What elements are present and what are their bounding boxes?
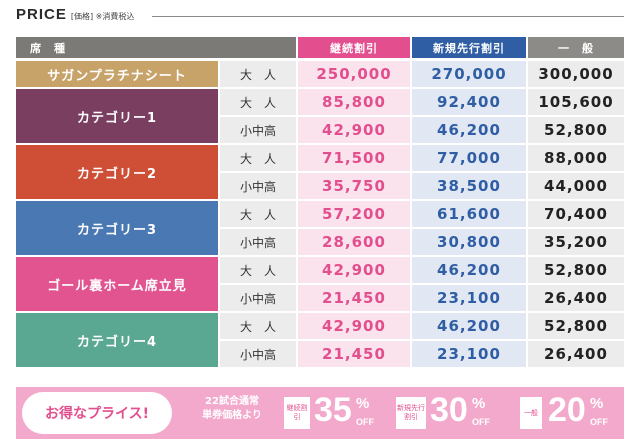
discount-off-ippan: OFF	[590, 417, 608, 427]
price-ippan: 52,800	[528, 313, 624, 339]
category-label: カテゴリー2	[16, 145, 218, 199]
page-title: PRICE	[16, 6, 67, 23]
price-keizoku: 42,900	[298, 257, 410, 283]
price-keizoku: 71,500	[298, 145, 410, 171]
banner-note: 22試合通常 単券価格より	[182, 395, 282, 423]
discount-banner: お得なプライス! 22試合通常 単券価格より 継続割引 35 % OFF 新規先…	[16, 387, 624, 439]
banner-note-line1: 22試合通常	[205, 396, 259, 407]
price-keizoku: 42,900	[298, 313, 410, 339]
price-ippan: 35,200	[528, 229, 624, 255]
category-label: サガンプラチナシート	[16, 61, 218, 87]
price-ippan: 88,000	[528, 145, 624, 171]
discount-tag-keizoku: 継続割引	[284, 397, 310, 429]
ticket-type: 大 人	[220, 257, 296, 283]
discount-tag-shinki: 新規先行割引	[396, 397, 426, 429]
discount-number-keizoku: 35	[314, 391, 352, 429]
price-ippan: 70,400	[528, 201, 624, 227]
category-label: カテゴリー1	[16, 89, 218, 143]
ticket-type: 大 人	[220, 313, 296, 339]
price-shinki: 61,600	[412, 201, 526, 227]
price-keizoku: 21,450	[298, 341, 410, 367]
price-shinki: 46,200	[412, 257, 526, 283]
price-ippan: 52,800	[528, 117, 624, 143]
category-label: ゴール裏ホーム席立見	[16, 257, 218, 311]
price-shinki: 92,400	[412, 89, 526, 115]
price-ippan: 26,400	[528, 341, 624, 367]
header-block: PRICE [価格] ※消費税込	[16, 6, 134, 26]
discount-pct-ippan: %	[590, 395, 604, 412]
ticket-type: 小中高	[220, 229, 296, 255]
price-shinki: 38,500	[412, 173, 526, 199]
column-header-keizoku: 継続割引	[298, 37, 410, 58]
discount-off-shinki: OFF	[472, 417, 490, 427]
price-keizoku: 42,900	[298, 117, 410, 143]
price-keizoku: 57,200	[298, 201, 410, 227]
ticket-type: 小中高	[220, 173, 296, 199]
ticket-type: 小中高	[220, 285, 296, 311]
discount-number-shinki: 30	[430, 391, 468, 429]
price-shinki: 30,800	[412, 229, 526, 255]
price-shinki: 46,200	[412, 117, 526, 143]
tax-note: [価格] ※消費税込	[70, 12, 135, 21]
price-keizoku: 35,750	[298, 173, 410, 199]
column-header-seat: 席 種	[16, 37, 296, 58]
price-shinki: 270,000	[412, 61, 526, 87]
price-keizoku: 85,800	[298, 89, 410, 115]
ticket-type: 大 人	[220, 89, 296, 115]
category-label: カテゴリー4	[16, 313, 218, 367]
category-label: カテゴリー3	[16, 201, 218, 255]
column-header-ippan: 一 般	[528, 37, 624, 58]
price-ippan: 300,000	[528, 61, 624, 87]
ticket-type: 大 人	[220, 201, 296, 227]
price-shinki: 77,000	[412, 145, 526, 171]
price-ippan: 44,000	[528, 173, 624, 199]
discount-off-keizoku: OFF	[356, 417, 374, 427]
ticket-type: 大 人	[220, 61, 296, 87]
header-divider	[152, 16, 624, 17]
price-ippan: 105,600	[528, 89, 624, 115]
price-keizoku: 21,450	[298, 285, 410, 311]
banner-title: お得なプライス!	[22, 392, 172, 434]
price-shinki: 23,100	[412, 341, 526, 367]
banner-note-line2: 単券価格より	[202, 410, 262, 421]
ticket-type: 小中高	[220, 117, 296, 143]
price-ippan: 52,800	[528, 257, 624, 283]
price-shinki: 46,200	[412, 313, 526, 339]
discount-pct-shinki: %	[472, 395, 486, 412]
discount-number-ippan: 20	[548, 391, 586, 429]
price-keizoku: 250,000	[298, 61, 410, 87]
ticket-type: 大 人	[220, 145, 296, 171]
discount-tag-ippan: 一般	[520, 397, 542, 429]
discount-pct-keizoku: %	[356, 395, 370, 412]
price-keizoku: 28,600	[298, 229, 410, 255]
ticket-type: 小中高	[220, 341, 296, 367]
price-shinki: 23,100	[412, 285, 526, 311]
price-ippan: 26,400	[528, 285, 624, 311]
column-header-shinki: 新規先行割引	[412, 37, 526, 58]
